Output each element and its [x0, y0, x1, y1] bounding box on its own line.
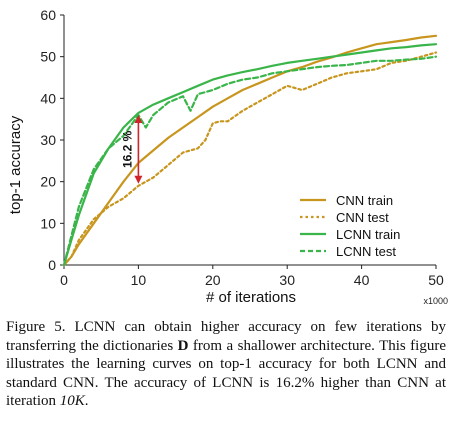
y-tick-label: 60 — [40, 7, 56, 23]
series-line-cnn-test — [62, 51, 438, 267]
figure-caption: Figure 5. LCNN can obtain higher accurac… — [6, 318, 446, 411]
series-layer — [62, 34, 438, 267]
series-line-lcnn-test — [62, 55, 438, 267]
gap-annotation-label: 16.2 % — [120, 130, 134, 168]
legend-label: LCNN test — [336, 244, 396, 259]
y-tick-label: 0 — [48, 257, 56, 273]
caption-dict-symbol: D — [177, 337, 189, 354]
y-axis-title: top-1 accuracy — [7, 115, 24, 214]
y-tick-label: 10 — [40, 215, 56, 231]
caption-prefix: Figure 5. LCNN can obtain higher accurac… — [6, 319, 446, 354]
y-tick-label: 20 — [40, 174, 56, 190]
caption-middle: from a shallower architecture. This figu… — [6, 337, 446, 391]
x-axis-multiplier: x1000 — [423, 296, 448, 306]
x-tick-label: 50 — [428, 272, 444, 288]
x-tick-label: 40 — [354, 272, 370, 288]
legend-label: CNN test — [336, 210, 389, 225]
x-tick-label: 10 — [131, 272, 147, 288]
legend: CNN train CNN test LCNN train LCNN test — [300, 193, 400, 259]
legend-label: LCNN train — [336, 227, 400, 242]
caption-iteration: 10K — [59, 393, 85, 409]
y-tick-label: 30 — [40, 132, 56, 148]
gap-arrow-head-top — [134, 115, 143, 123]
x-ticks: 0 10 20 30 40 50 — [60, 265, 444, 288]
annotation-layer: 16.2 % — [120, 115, 143, 184]
y-tick-label: 50 — [40, 49, 56, 65]
legend-label: CNN train — [336, 193, 393, 208]
y-ticks: 0 10 20 30 40 50 60 — [40, 7, 64, 273]
series-line-lcnn-train — [62, 43, 438, 267]
y-tick-label: 40 — [40, 90, 56, 106]
x-axis-title: # of iterations — [206, 289, 296, 306]
x-tick-label: 20 — [205, 272, 221, 288]
series-line-cnn-train — [62, 34, 438, 267]
caption-percent: 16.2% — [275, 374, 315, 391]
x-tick-label: 0 — [60, 272, 68, 288]
learning-curve-chart: 0 10 20 30 40 50 0 10 20 30 40 50 60 16.2 % CNN tra… — [7, 7, 448, 306]
gap-arrow-head-bottom — [134, 175, 143, 184]
caption-end: . — [84, 393, 89, 409]
x-tick-label: 30 — [279, 272, 295, 288]
caption-pre-iter: higher than CNN at iteration — [6, 374, 446, 410]
